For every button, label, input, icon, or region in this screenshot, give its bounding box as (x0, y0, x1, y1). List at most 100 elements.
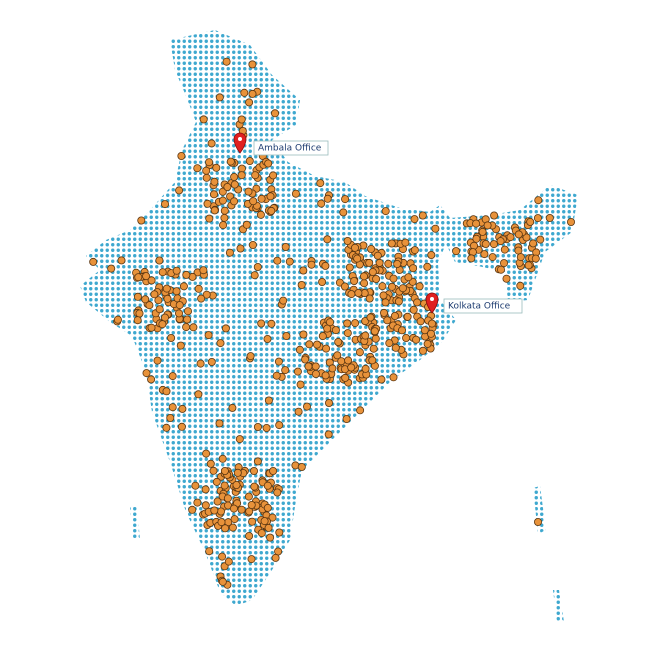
site-point (502, 274, 511, 283)
site-point (257, 319, 266, 328)
site-point (499, 259, 508, 268)
site-point (342, 414, 351, 423)
site-point (385, 339, 394, 348)
site-point (409, 264, 418, 273)
site-point (381, 207, 390, 216)
site-point (420, 326, 429, 335)
site-point (223, 182, 232, 191)
site-point (133, 292, 142, 301)
site-point (141, 295, 150, 304)
site-point (248, 89, 257, 98)
site-point (257, 194, 266, 203)
site-point (210, 206, 219, 215)
site-point (379, 308, 388, 317)
site-point (281, 242, 290, 251)
site-point (246, 352, 255, 361)
site-point (162, 284, 171, 293)
site-point (481, 239, 490, 248)
site-point (267, 319, 276, 328)
site-point (230, 197, 239, 206)
site-point (389, 373, 398, 382)
site-point (107, 264, 116, 273)
site-point (245, 156, 254, 165)
site-point (488, 253, 497, 262)
site-point (378, 282, 387, 291)
site-point (248, 240, 257, 249)
marker-pin[interactable] (233, 132, 247, 154)
site-point (293, 367, 302, 376)
site-point (345, 263, 354, 272)
site-point (381, 298, 390, 307)
marker[interactable]: Kolkata Office (425, 292, 523, 314)
site-point (343, 319, 352, 328)
site-point (242, 220, 251, 229)
site-point (299, 266, 308, 275)
site-point (145, 301, 154, 310)
site-point (270, 109, 279, 118)
site-point (412, 335, 421, 344)
site-point (427, 319, 436, 328)
site-point (516, 281, 525, 290)
site-point (524, 261, 533, 270)
site-point (273, 488, 282, 497)
site-point (193, 498, 202, 507)
site-point (147, 276, 156, 285)
site-point (500, 245, 509, 254)
site-point (142, 369, 151, 378)
site-point (531, 254, 540, 263)
site-point (323, 235, 332, 244)
site-point (196, 359, 205, 368)
site-point (202, 290, 211, 299)
marker-pin-dot (238, 137, 242, 141)
site-point (506, 233, 515, 242)
site-point (311, 362, 320, 371)
site-point (416, 317, 425, 326)
site-point (199, 266, 208, 275)
site-point (472, 219, 481, 228)
site-point (221, 524, 230, 533)
site-point (178, 404, 187, 413)
site-point (253, 457, 262, 466)
site-point (191, 481, 200, 490)
site-point (316, 179, 325, 188)
site-point (210, 177, 219, 186)
site-point (404, 273, 413, 282)
site-point (341, 195, 350, 204)
site-point (387, 282, 396, 291)
site-point (483, 221, 492, 230)
site-point (350, 276, 359, 285)
site-point (147, 375, 156, 384)
site-point (194, 390, 203, 399)
site-point (263, 503, 272, 512)
site-point (361, 364, 370, 373)
site-point (383, 316, 392, 325)
site-point (402, 333, 411, 342)
site-point (370, 327, 379, 336)
marker-pin-dot (430, 297, 434, 301)
site-point (272, 371, 281, 380)
site-point (220, 466, 229, 475)
marker-pin[interactable] (425, 292, 439, 314)
site-point (545, 213, 554, 222)
site-point (323, 194, 332, 203)
site-point (323, 324, 332, 333)
marker[interactable]: Ambala Office (233, 132, 329, 156)
site-point (379, 291, 388, 300)
site-point (230, 172, 239, 181)
site-point (318, 332, 327, 341)
site-point (215, 93, 224, 102)
site-point (526, 217, 535, 226)
marker-label-box (253, 140, 329, 156)
site-point (472, 234, 481, 243)
nicobar-islands (553, 590, 564, 622)
site-point (218, 552, 227, 561)
site-point (193, 164, 202, 173)
site-point (324, 430, 333, 439)
site-point (175, 301, 184, 310)
site-point (394, 297, 403, 306)
site-point (529, 239, 538, 248)
site-point (89, 257, 98, 266)
site-point (247, 555, 256, 564)
site-point (372, 274, 381, 283)
site-point (393, 259, 402, 268)
